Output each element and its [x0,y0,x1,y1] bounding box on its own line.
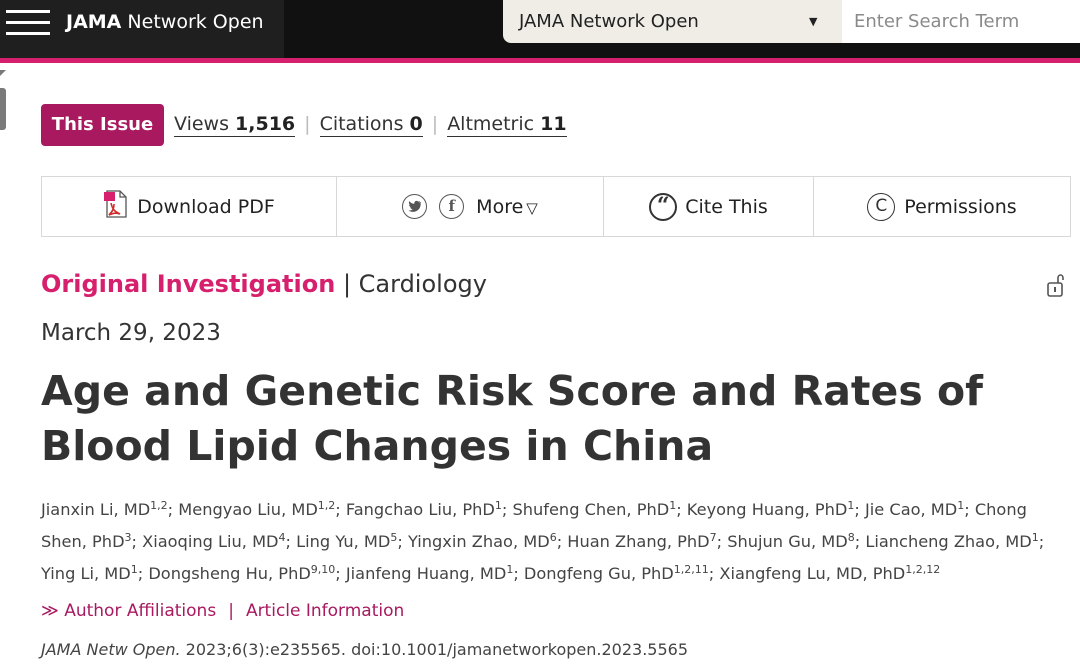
author-affiliation-number: 5 [390,531,398,544]
author-affiliation-number: 1 [1031,531,1039,544]
menu-line [6,32,50,35]
article-title: Age and Genetic Risk Score and Rates of … [41,367,983,470]
copyright-icon: C [867,192,896,221]
cite-this-button[interactable]: “ Cite This [604,177,814,236]
handle-bar [0,88,6,130]
author-affiliations-link[interactable]: Author Affiliations [64,601,217,621]
author-affiliation-number: 7 [709,531,717,544]
pdf-file-icon [103,190,129,223]
author-affiliation-number: 1 [847,499,855,512]
publication-date: March 29, 2023 [41,320,221,346]
handle-notch [0,70,6,76]
search-input[interactable] [842,0,1080,43]
author-name[interactable]: Keyong Huang, PhD [686,500,848,519]
author-name[interactable]: Shufeng Chen, PhD [512,500,670,519]
author-affiliation-number: 9,10 [310,563,336,576]
metric-divider: | [431,113,439,135]
brand-bold: JAMA [66,11,122,33]
more-label: More [476,195,524,218]
author-name[interactable]: Liancheng Zhao, MD [865,532,1032,551]
article-metrics: Views 1,516 | Citations 0 | Altmetric 11 [174,113,567,137]
site-logo[interactable]: JAMA Network Open [66,11,264,33]
top-nav-bar: JAMA Network Open JAMA Network Open ▼ [0,0,1080,58]
author-affiliation-number: 6 [549,531,557,544]
citation-journal: JAMA Netw Open. [41,640,181,659]
journal-select-value: JAMA Network Open [519,11,699,32]
author-name[interactable]: Shujun Gu, MD [727,532,848,551]
author-name[interactable]: Jianfeng Huang, MD [345,564,507,583]
brand-rest: Network Open [121,11,264,33]
citations-metric-link[interactable]: Citations 0 [319,113,423,137]
author-name[interactable]: Chong Shen, PhD [41,500,1027,551]
side-panel-handle[interactable] [0,70,6,132]
share-more-group: f More ▽ [337,177,604,236]
menu-line [6,10,50,13]
twitter-icon[interactable] [402,194,428,219]
chevron-down-icon: ▼ [809,15,818,28]
views-value: 1,516 [235,113,296,135]
author-name[interactable]: Xiangfeng Lu, MD, PhD [719,564,906,583]
article-subject-link[interactable]: Cardiology [358,270,487,298]
altmetric-label: Altmetric [447,113,535,135]
triangle-down-icon: ▽ [526,198,538,217]
author-name[interactable]: Yingxin Zhao, MD [407,532,550,551]
author-affiliation-number: 1 [669,499,677,512]
article-info-links: ≫ Author Affiliations | Article Informatio… [41,601,404,621]
views-label: Views [174,113,229,135]
journal-select-dropdown[interactable]: JAMA Network Open ▼ [503,0,842,43]
author-affiliation-number: 4 [278,531,286,544]
permissions-label: Permissions [904,195,1017,218]
article-category: Original Investigation | Cardiology [41,270,487,298]
double-chevron-right-icon: ≫ [41,601,59,621]
permissions-button[interactable]: C Permissions [814,177,1070,236]
author-name[interactable]: Fangchao Liu, PhD [345,500,495,519]
author-affiliation-number: 1,2 [317,499,336,512]
author-affiliation-number: 1 [506,563,514,576]
menu-line [6,21,50,24]
author-name[interactable]: Mengyao Liu, MD [178,500,318,519]
download-pdf-label: Download PDF [137,195,275,218]
article-citation: JAMA Netw Open. 2023;6(3):e235565. doi:1… [41,640,688,659]
author-name[interactable]: Jie Cao, MD [865,500,958,519]
author-name[interactable]: Xiaoqing Liu, MD [142,532,279,551]
author-affiliation-number: 8 [847,531,855,544]
author-name[interactable]: Dongfeng Gu, PhD [523,564,674,583]
header-accent-stripe [0,58,1080,63]
citations-label: Citations [319,113,404,135]
quotation-marks-icon: “ [649,192,678,221]
author-affiliation-number: 1,2,12 [905,563,941,576]
facebook-icon[interactable]: f [439,194,465,219]
cite-this-label: Cite This [685,195,768,218]
article-type-link[interactable]: Original Investigation [41,270,336,298]
open-access-unlock-icon [1046,272,1066,298]
this-issue-button[interactable]: This Issue [41,104,164,146]
author-name[interactable]: Ling Yu, MD [296,532,391,551]
author-affiliation-number: 1,2 [150,499,168,512]
author-affiliation-number: 1 [957,499,965,512]
author-affiliation-number: 1,2,11 [673,563,709,576]
author-affiliation-number: 1 [494,499,502,512]
author-affiliation-number: 3 [124,531,132,544]
author-name[interactable]: Ying Li, MD [41,564,131,583]
author-list: Jianxin Li, MD1,2; Mengyao Liu, MD1,2; F… [41,499,1045,583]
altmetric-metric-link[interactable]: Altmetric 11 [447,113,567,137]
author-name[interactable]: Dongsheng Hu, PhD [148,564,311,583]
more-share-button[interactable]: More ▽ [476,196,538,218]
views-metric-link[interactable]: Views 1,516 [174,113,296,137]
category-separator: | [335,270,359,298]
article-information-link[interactable]: Article Information [245,601,405,621]
altmetric-value: 11 [540,113,567,135]
author-name[interactable]: Huan Zhang, PhD [567,532,710,551]
metric-divider: | [304,113,311,135]
author-affiliation-number: 1 [130,563,138,576]
citations-value: 0 [409,113,423,135]
download-pdf-button[interactable]: Download PDF [42,177,337,236]
article-tools-bar: Download PDF f More ▽ “ Cite This C Permi… [41,176,1071,237]
citation-details: 2023;6(3):e235565. doi:10.1001/jamanetwo… [180,640,689,659]
hamburger-menu-icon[interactable] [6,8,52,38]
links-separator: | [228,601,234,621]
author-name[interactable]: Jianxin Li, MD [41,500,151,519]
